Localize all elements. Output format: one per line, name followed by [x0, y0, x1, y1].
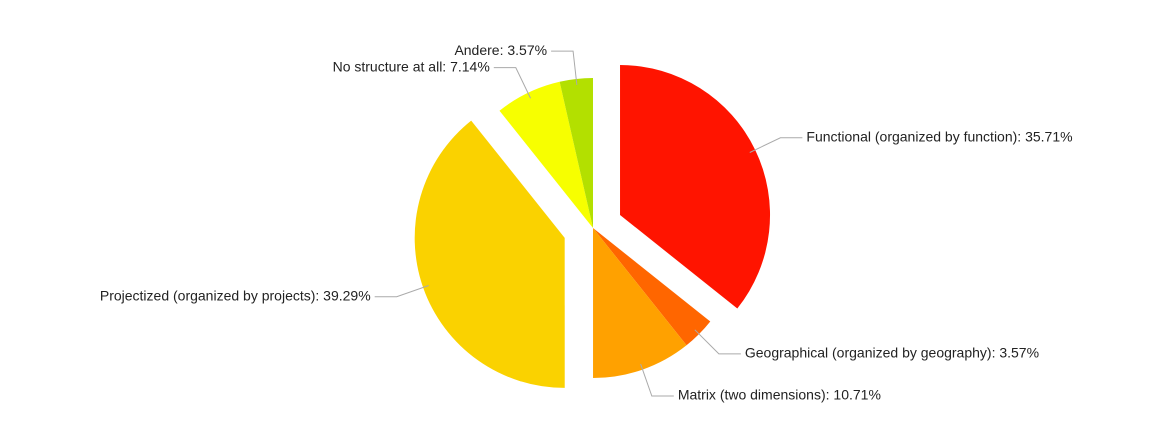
- leader-line: [694, 329, 741, 355]
- pie-slice: [620, 64, 771, 309]
- slice-label: No structure at all: 7.14%: [333, 58, 490, 74]
- pie-slice: [593, 228, 687, 378]
- slice-label: Andere: 3.57%: [454, 42, 547, 58]
- pie-slice: [499, 81, 593, 228]
- slice-label: Projectized (organized by projects): 39.…: [100, 287, 371, 303]
- pie-slice: [414, 120, 565, 388]
- pie-slice: [559, 78, 593, 228]
- leader-line: [640, 363, 674, 397]
- slice-label: Matrix (two dimensions): 10.71%: [678, 387, 881, 403]
- pie-slice: [593, 228, 711, 346]
- slice-label: Geographical (organized by geography): 3…: [745, 345, 1039, 361]
- leader-line: [374, 285, 429, 298]
- slice-label: Functional (organized by function): 35.7…: [806, 128, 1072, 144]
- leader-line: [493, 67, 531, 99]
- leader-line: [749, 137, 803, 153]
- leader-line: [551, 50, 578, 85]
